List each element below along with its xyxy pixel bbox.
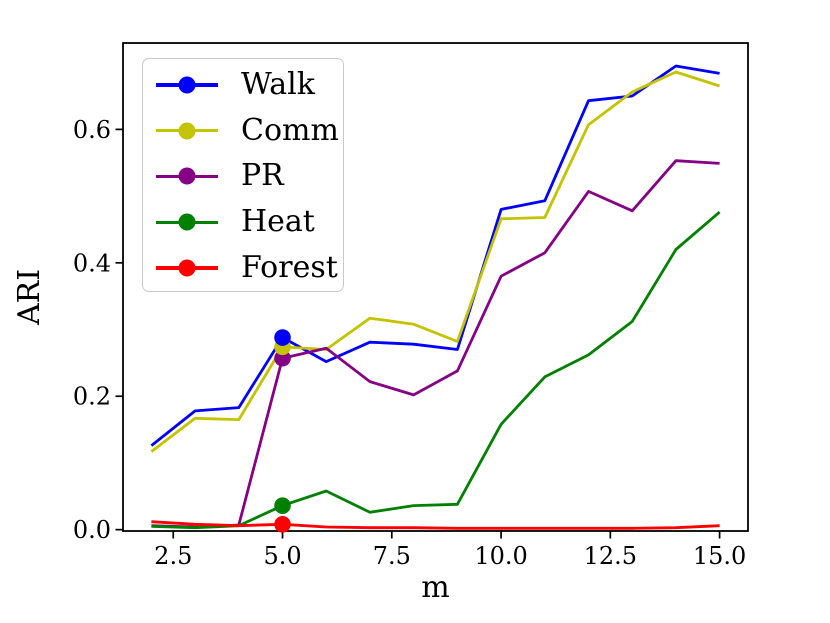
legend-line-sample bbox=[156, 76, 218, 94]
series-line-pr bbox=[151, 159, 720, 529]
y-tick-label: 0.4 bbox=[73, 249, 111, 277]
series-marker-heat bbox=[274, 497, 291, 514]
legend-line-sample bbox=[156, 259, 218, 277]
legend-line-sample bbox=[156, 122, 218, 140]
circle-marker-icon bbox=[178, 122, 196, 140]
x-axis-label: m bbox=[421, 570, 450, 605]
x-tick-label: 7.5 bbox=[373, 542, 411, 570]
legend-item-walk: Walk bbox=[156, 62, 343, 108]
y-tick-label: 0.0 bbox=[73, 516, 111, 544]
circle-marker-icon bbox=[178, 259, 196, 277]
x-tick-label: 5.0 bbox=[263, 542, 301, 570]
legend-item-label: Comm bbox=[241, 112, 339, 148]
series-marker-forest bbox=[274, 516, 291, 533]
x-tick-label: 10.0 bbox=[474, 542, 527, 570]
legend-item-comm: Comm bbox=[156, 108, 343, 154]
legend-item-label: Forest bbox=[241, 250, 338, 286]
legend-item-pr: PR bbox=[156, 154, 343, 200]
legend-item-label: PR bbox=[241, 158, 284, 194]
legend-item-label: Heat bbox=[241, 204, 315, 240]
circle-marker-icon bbox=[178, 76, 196, 94]
y-tick-label: 0.2 bbox=[73, 383, 111, 411]
y-tick-label: 0.6 bbox=[73, 116, 111, 144]
series-line-forest bbox=[151, 520, 720, 530]
legend-line-sample bbox=[156, 167, 218, 185]
series-marker-walk bbox=[274, 329, 291, 346]
series-line-comm bbox=[150, 70, 721, 453]
legend-item-label: Walk bbox=[241, 66, 315, 102]
series-line-heat bbox=[151, 211, 721, 530]
legend-line-sample bbox=[156, 213, 218, 231]
circle-marker-icon bbox=[178, 167, 196, 185]
series-marker-pr bbox=[274, 349, 291, 367]
legend-item-heat: Heat bbox=[156, 199, 343, 245]
x-tick-label: 12.5 bbox=[584, 542, 637, 570]
x-tick-label: 2.5 bbox=[154, 542, 192, 570]
axes-frame bbox=[122, 42, 749, 532]
y-axis-label: ARI bbox=[12, 268, 47, 326]
legend: Walk Comm PR Heat Forest bbox=[142, 58, 344, 292]
legend-item-forest: Forest bbox=[156, 245, 343, 291]
x-tick-label: 15.0 bbox=[693, 542, 746, 570]
circle-marker-icon bbox=[178, 213, 196, 231]
